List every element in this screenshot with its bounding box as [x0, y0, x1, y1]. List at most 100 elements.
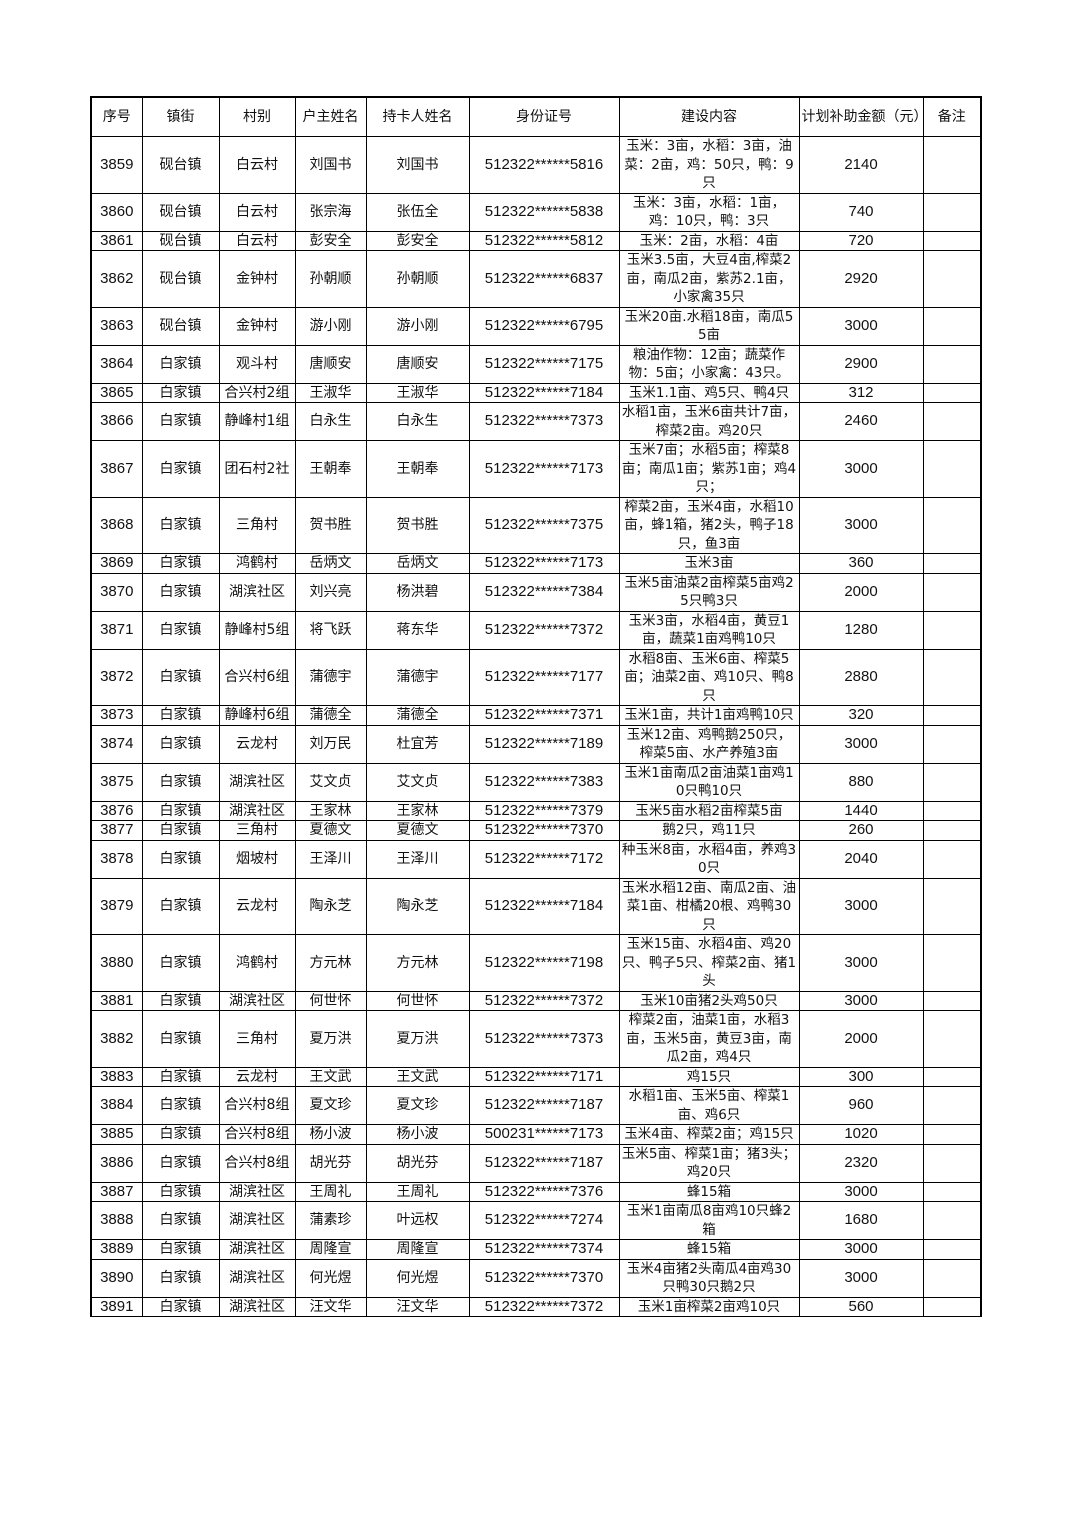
cell-serial: 3874 — [90, 724, 143, 764]
cell-householder: 刘国书 — [294, 136, 367, 194]
cell-amount: 360 — [798, 553, 924, 574]
cell-remarks — [922, 762, 982, 802]
cell-amount: 1680 — [798, 1201, 924, 1240]
cell-householder: 彭安全 — [294, 230, 367, 251]
header-cardholder: 持卡人姓名 — [365, 96, 470, 137]
cell-householder: 蒲素珍 — [294, 1201, 367, 1240]
cell-content: 玉米1亩榨菜2亩鸡10只 — [618, 1296, 800, 1317]
cell-householder: 方元林 — [294, 934, 367, 992]
cell-content: 玉米12亩、鸡鸭鹅250只，榨菜5亩、水产养殖3亩 — [618, 724, 800, 764]
cell-village: 静峰村6组 — [218, 705, 296, 726]
table-row: 3864 白家镇 观斗村 唐顺安 唐顺安 512322******7175 粮油作物：12亩… — [90, 344, 982, 384]
cell-cardholder: 王泽川 — [365, 839, 470, 879]
table-row: 3859 砚台镇 白云村 刘国书 刘国书 512322******5816 玉米：3亩，水稻… — [90, 136, 982, 194]
cell-cardholder: 蒲德全 — [365, 705, 470, 726]
cell-village: 湖滨社区 — [218, 800, 296, 821]
cell-serial: 3871 — [90, 610, 143, 650]
cell-householder: 夏文珍 — [294, 1086, 367, 1125]
cell-serial: 3876 — [90, 800, 143, 821]
cell-householder: 艾文贞 — [294, 762, 367, 802]
table-row: 3890 白家镇 湖滨社区 何光煜 何光煜 512322******7370 玉米4亩猪2头… — [90, 1258, 982, 1298]
cell-village: 观斗村 — [218, 344, 296, 384]
cell-cardholder: 蒲德宇 — [365, 648, 470, 706]
cell-cardholder: 周隆宣 — [365, 1239, 470, 1260]
cell-content: 鹅2只，鸡11只 — [618, 820, 800, 841]
cell-householder: 杨小波 — [294, 1124, 367, 1145]
cell-serial: 3867 — [90, 440, 143, 498]
cell-content: 水稻8亩、玉米6亩、榨菜5亩；油菜2亩、鸡10只、鸭8只 — [618, 648, 800, 706]
cell-content: 玉米1亩南瓜8亩鸡10只蜂2箱 — [618, 1201, 800, 1240]
cell-amount: 3000 — [798, 1258, 924, 1298]
cell-content: 玉米5亩水稻2亩榨菜5亩 — [618, 800, 800, 821]
cell-amount: 3000 — [798, 877, 924, 935]
cell-content: 玉米3亩，水稻4亩，黄豆1亩，蔬菜1亩鸡鸭10只 — [618, 610, 800, 650]
cell-amount: 560 — [798, 1296, 924, 1317]
cell-id-number: 512322******7372 — [468, 990, 620, 1011]
cell-serial: 3872 — [90, 648, 143, 706]
cell-town: 白家镇 — [141, 1201, 220, 1240]
cell-town: 白家镇 — [141, 553, 220, 574]
subsidy-table: 序号 镇街 村别 户主姓名 持卡人姓名 身份证号 建设内容 计划补助金额（元） … — [90, 96, 982, 1317]
cell-cardholder: 夏文珍 — [365, 1086, 470, 1125]
table-row: 3877 白家镇 三角村 夏德文 夏德文 512322******7370 鹅2只，鸡11只… — [90, 820, 982, 841]
cell-village: 合兴村8组 — [218, 1124, 296, 1145]
cell-content: 鸡15只 — [618, 1066, 800, 1087]
cell-householder: 王周礼 — [294, 1181, 367, 1202]
cell-cardholder: 贺书胜 — [365, 496, 470, 554]
cell-id-number: 512322******7372 — [468, 610, 620, 650]
cell-remarks — [922, 553, 982, 574]
table-row: 3888 白家镇 湖滨社区 蒲素珍 叶远权 512322******7274 玉米1亩南瓜8… — [90, 1201, 982, 1240]
table-row: 3886 白家镇 合兴村8组 胡光芬 胡光芬 512322******7187 玉米5亩、榨… — [90, 1143, 982, 1183]
cell-town: 砚台镇 — [141, 250, 220, 308]
cell-serial: 3862 — [90, 250, 143, 308]
cell-content: 玉米4亩猪2头南瓜4亩鸡30只鸭30只鹅2只 — [618, 1258, 800, 1298]
cell-id-number: 512322******5838 — [468, 192, 620, 232]
cell-cardholder: 陶永芝 — [365, 877, 470, 935]
cell-town: 白家镇 — [141, 762, 220, 802]
cell-householder: 刘万民 — [294, 724, 367, 764]
cell-amount: 312 — [798, 382, 924, 403]
cell-content: 玉米5亩、榨菜1亩；猪3头；鸡20只 — [618, 1143, 800, 1183]
cell-amount: 720 — [798, 230, 924, 251]
cell-cardholder: 蒋东华 — [365, 610, 470, 650]
table-row: 3871 白家镇 静峰村5组 将飞跃 蒋东华 512322******7372 玉米3亩，水… — [90, 610, 982, 650]
header-row: 序号 镇街 村别 户主姓名 持卡人姓名 身份证号 建设内容 计划补助金额（元） … — [90, 96, 982, 137]
cell-village: 湖滨社区 — [218, 572, 296, 612]
cell-town: 白家镇 — [141, 402, 220, 441]
cell-cardholder: 夏万洪 — [365, 1010, 470, 1068]
cell-village: 鸿鹤村 — [218, 934, 296, 992]
cell-village: 静峰村1组 — [218, 402, 296, 441]
cell-serial: 3890 — [90, 1258, 143, 1298]
cell-cardholder: 胡光芬 — [365, 1143, 470, 1183]
cell-town: 白家镇 — [141, 1181, 220, 1202]
cell-id-number: 512322******7184 — [468, 382, 620, 403]
cell-town: 白家镇 — [141, 820, 220, 841]
cell-content: 玉米4亩、榨菜2亩；鸡15只 — [618, 1124, 800, 1145]
header-serial: 序号 — [90, 96, 143, 137]
cell-householder: 周隆宣 — [294, 1239, 367, 1260]
cell-town: 白家镇 — [141, 648, 220, 706]
cell-amount: 2920 — [798, 250, 924, 308]
cell-content: 玉米5亩油菜2亩榨菜5亩鸡25只鸭3只 — [618, 572, 800, 612]
cell-village: 云龙村 — [218, 1066, 296, 1087]
cell-serial: 3870 — [90, 572, 143, 612]
cell-town: 白家镇 — [141, 1124, 220, 1145]
table-row: 3882 白家镇 三角村 夏万洪 夏万洪 512322******7373 榨菜2亩，油菜1… — [90, 1010, 982, 1068]
cell-town: 白家镇 — [141, 934, 220, 992]
cell-serial: 3861 — [90, 230, 143, 251]
table-row: 3880 白家镇 鸿鹤村 方元林 方元林 512322******7198 玉米15亩、水稻… — [90, 934, 982, 992]
cell-content: 蜂15箱 — [618, 1181, 800, 1202]
cell-householder: 岳炳文 — [294, 553, 367, 574]
cell-town: 白家镇 — [141, 1258, 220, 1298]
cell-householder: 夏万洪 — [294, 1010, 367, 1068]
table-row: 3866 白家镇 静峰村1组 白永生 白永生 512322******7373 水稻1亩，玉… — [90, 402, 982, 441]
cell-remarks — [922, 990, 982, 1011]
cell-remarks — [922, 820, 982, 841]
cell-cardholder: 艾文贞 — [365, 762, 470, 802]
cell-village: 合兴村8组 — [218, 1086, 296, 1125]
cell-serial: 3885 — [90, 1124, 143, 1145]
cell-town: 白家镇 — [141, 1066, 220, 1087]
table-row: 3887 白家镇 湖滨社区 王周礼 王周礼 512322******7376 蜂15箱 300… — [90, 1181, 982, 1202]
cell-serial: 3879 — [90, 877, 143, 935]
table-row: 3873 白家镇 静峰村6组 蒲德全 蒲德全 512322******7371 玉米1亩，共… — [90, 705, 982, 726]
